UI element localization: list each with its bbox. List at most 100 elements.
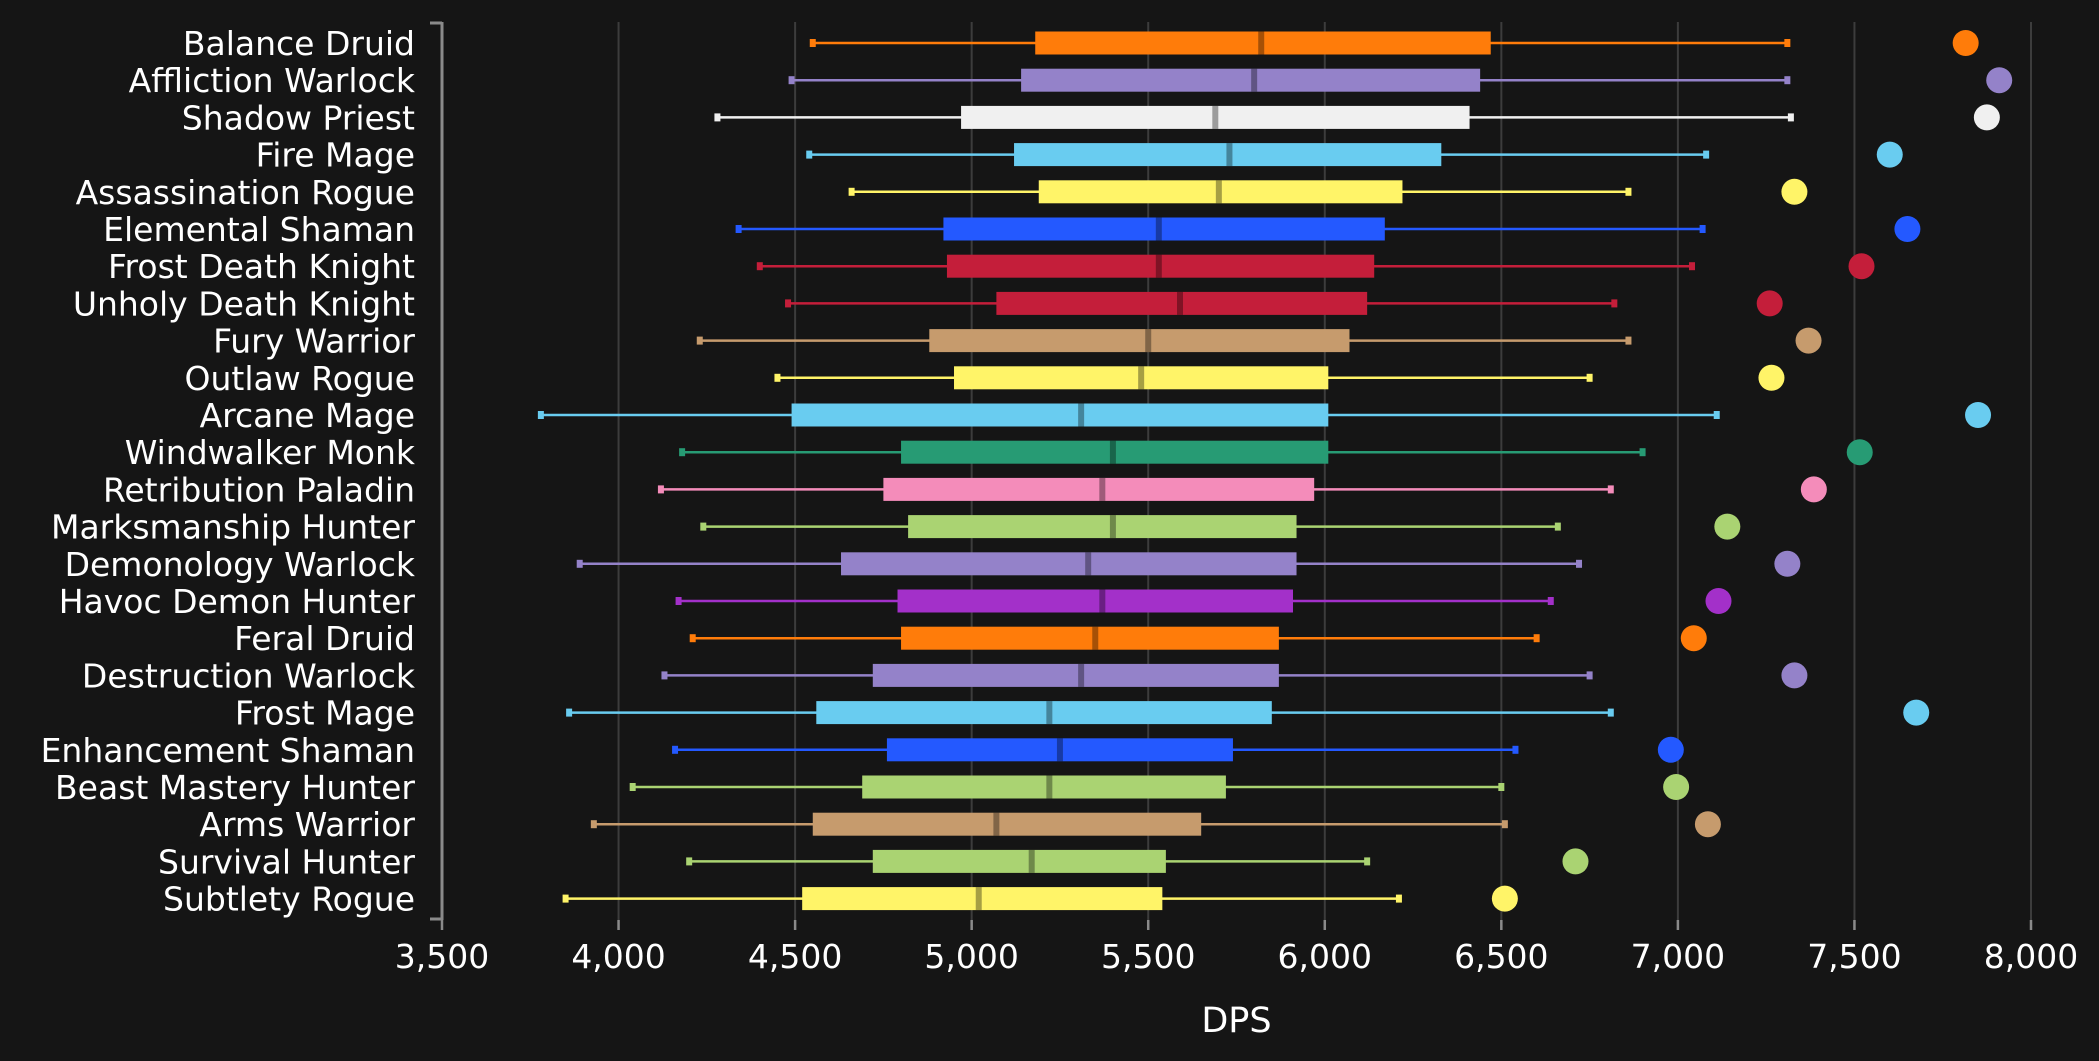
whisker-cap-min — [672, 745, 679, 754]
whisker-cap-max — [1576, 559, 1583, 568]
whisker-cap-max — [1713, 411, 1720, 419]
iqr-box — [901, 440, 1329, 464]
outlier-point — [1848, 253, 1875, 280]
whisker-cap-min — [806, 150, 813, 159]
iqr-box — [802, 887, 1163, 911]
category-label: Balance Druid — [183, 24, 415, 63]
outlier-point — [1965, 402, 1992, 428]
box-4 — [848, 180, 1632, 204]
x-tick-label: 8,000 — [1984, 937, 2078, 976]
x-tick-label: 3,500 — [395, 937, 489, 976]
outlier-point — [1657, 736, 1684, 763]
category-label: Beast Mastery Hunter — [55, 768, 415, 807]
median-mark — [1155, 254, 1162, 278]
category-label: Windwalker Monk — [125, 433, 416, 472]
category-label: Unholy Death Knight — [73, 284, 415, 323]
x-tick-label: 6,500 — [1454, 937, 1548, 976]
iqr-box — [816, 701, 1272, 725]
median-mark — [1078, 663, 1085, 687]
box-19 — [672, 738, 1519, 762]
iqr-box — [872, 849, 1166, 873]
outlier-point — [1756, 290, 1783, 317]
outlier-point — [1800, 476, 1827, 503]
whisker-cap-max — [1498, 783, 1505, 791]
whisker-cap-max — [1689, 262, 1696, 271]
outlier-point — [1663, 774, 1690, 800]
box-0 — [809, 31, 1791, 55]
median-mark — [1212, 105, 1219, 129]
category-label: Demonology Warlock — [65, 545, 416, 584]
box-1 — [788, 68, 1791, 92]
box-12 — [657, 477, 1614, 501]
iqr-box — [1038, 180, 1403, 204]
x-tick-label: 4,000 — [571, 937, 665, 976]
whisker-cap-max — [1586, 671, 1593, 680]
outlier-point — [1562, 848, 1589, 875]
box-17 — [661, 663, 1593, 687]
whisker-cap-max — [1395, 894, 1402, 903]
whisker-cap-min — [657, 485, 664, 494]
median-mark — [1028, 849, 1035, 873]
median-mark — [1046, 775, 1053, 799]
whisker-cap-min — [785, 299, 792, 308]
whisker-cap-max — [1639, 448, 1646, 457]
box-14 — [576, 552, 1583, 576]
x-tick-label: 4,500 — [748, 937, 842, 976]
median-mark — [1046, 701, 1053, 725]
category-label: Frost Mage — [235, 694, 415, 733]
box-16 — [689, 626, 1540, 650]
category-label: Frost Death Knight — [108, 247, 415, 286]
category-label: Marksmanship Hunter — [51, 508, 415, 547]
x-tick-label: 6,000 — [1278, 937, 1372, 976]
whisker-cap-max — [1554, 522, 1561, 531]
outlier-point — [1952, 30, 1979, 56]
grid-lines — [617, 22, 2032, 920]
box-3 — [806, 143, 1710, 167]
median-mark — [1092, 626, 1099, 650]
whisker-cap-max — [1625, 336, 1632, 345]
whisker-cap-min — [675, 597, 682, 605]
x-axis: 3,500 4,000 4,500 5,000 5,500 6,000 6,500 7,000… — [395, 920, 2078, 976]
x-tick-label: 7,000 — [1631, 937, 1725, 976]
category-label: Fire Mage — [256, 136, 415, 175]
category-label: Subtlety Rogue — [163, 880, 415, 919]
iqr-box — [1021, 68, 1481, 92]
box-10 — [537, 403, 1720, 427]
whisker-cap-min — [679, 448, 686, 457]
iqr-box — [886, 738, 1233, 762]
box-series — [537, 31, 1794, 911]
box-23 — [562, 887, 1402, 911]
box-15 — [675, 589, 1554, 613]
category-label: Affliction Warlock — [129, 61, 416, 100]
box-20 — [629, 775, 1505, 799]
whisker-cap-max — [1625, 187, 1632, 196]
whisker-cap-max — [1501, 820, 1508, 829]
median-mark — [975, 887, 982, 911]
median-mark — [1109, 440, 1116, 464]
outlier-point — [1781, 662, 1808, 689]
iqr-box — [908, 515, 1297, 539]
whisker-cap-min — [629, 783, 636, 791]
whisker-cap-max — [1607, 708, 1614, 717]
box-6 — [756, 254, 1696, 278]
median-mark — [1145, 329, 1152, 353]
outlier-points — [1491, 30, 2013, 912]
whisker-cap-max — [1699, 225, 1706, 233]
category-label: Elemental Shaman — [103, 210, 415, 249]
iqr-box — [841, 552, 1297, 576]
iqr-box — [943, 217, 1385, 241]
outlier-point — [1774, 550, 1801, 577]
iqr-box — [897, 589, 1293, 613]
outlier-point — [1714, 513, 1741, 540]
outlier-point — [1894, 216, 1921, 242]
outlier-point — [1694, 811, 1721, 838]
whisker-cap-min — [661, 671, 668, 680]
x-tick-label: 5,500 — [1101, 937, 1195, 976]
outlier-point — [1973, 104, 2000, 131]
median-mark — [1056, 738, 1063, 762]
outlier-point — [1781, 178, 1808, 205]
category-label: Arms Warrior — [199, 805, 415, 844]
category-label: Retribution Paladin — [103, 470, 415, 509]
whisker-cap-min — [537, 411, 544, 419]
iqr-box — [961, 105, 1470, 129]
